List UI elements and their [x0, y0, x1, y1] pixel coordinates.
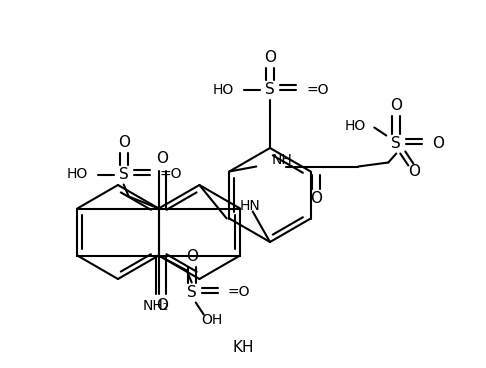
Text: NH: NH — [271, 153, 292, 167]
Text: S: S — [265, 82, 275, 98]
Text: O: O — [156, 298, 168, 313]
Text: HO: HO — [345, 118, 366, 132]
Text: NH₂: NH₂ — [142, 298, 169, 312]
Text: HO: HO — [213, 83, 234, 97]
Text: S: S — [119, 167, 129, 182]
Text: O: O — [408, 164, 420, 179]
Text: =O: =O — [160, 167, 182, 181]
Text: =O: =O — [228, 286, 250, 300]
Text: HO: HO — [67, 167, 87, 181]
Text: O: O — [264, 50, 276, 66]
Text: HN: HN — [240, 198, 260, 212]
Text: KH: KH — [232, 340, 254, 355]
Text: O: O — [118, 135, 130, 150]
Text: O: O — [390, 98, 402, 113]
Text: O: O — [186, 249, 198, 264]
Text: OH: OH — [202, 314, 223, 328]
Text: O: O — [432, 136, 444, 151]
Text: O: O — [310, 191, 322, 206]
Text: S: S — [391, 136, 401, 151]
Text: O: O — [156, 151, 168, 166]
Text: =O: =O — [306, 83, 329, 97]
Text: S: S — [187, 285, 196, 300]
